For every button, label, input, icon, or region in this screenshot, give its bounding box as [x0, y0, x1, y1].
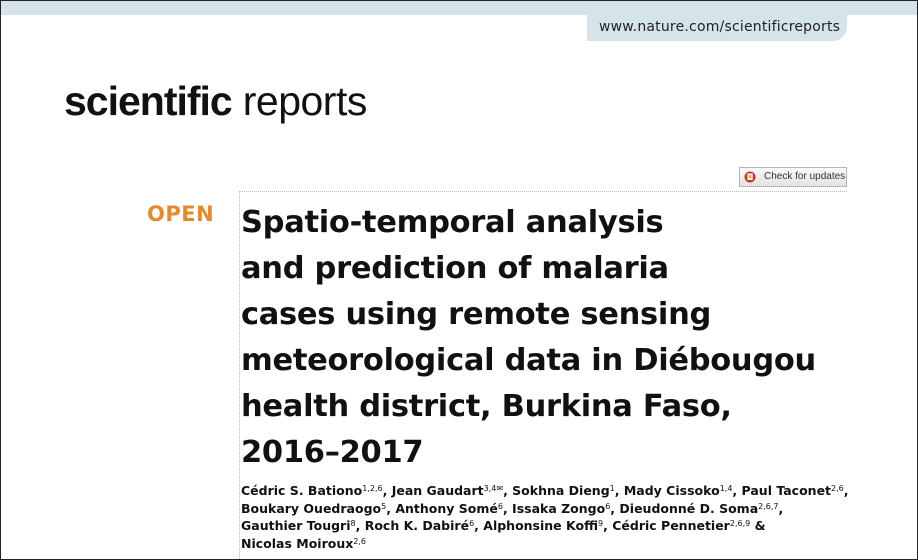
author-name[interactable]: Jean Gaudart — [392, 483, 484, 498]
author-line: Boukary Ouedraogo5, Anthony Somé6, Issak… — [241, 500, 881, 518]
author-separator: , — [503, 501, 512, 516]
journal-logo[interactable]: scientific reports — [64, 77, 367, 125]
author-affiliation: 3,4✉ — [484, 484, 503, 493]
crossmark-icon — [744, 171, 756, 183]
author-name[interactable]: Dieudonné D. Soma — [619, 501, 758, 516]
author-name[interactable]: Roch K. Dabiré — [365, 518, 469, 533]
author-separator: , — [383, 483, 392, 498]
author-name[interactable]: Nicolas Moiroux — [241, 536, 353, 551]
check-for-updates-label: Check for updates — [764, 171, 845, 182]
title-line: and prediction of malaria — [241, 246, 861, 292]
author-separator: , — [732, 483, 741, 498]
journal-url-link[interactable]: www.nature.com/scientificreports — [599, 19, 840, 35]
author-affiliation: 2,6,9 — [730, 519, 750, 528]
author-line: Gauthier Tougri8, Roch K. Dabiré6, Alpho… — [241, 517, 881, 535]
journal-name-light: reports — [243, 78, 367, 124]
title-line: Spatio-temporal analysis — [241, 200, 861, 246]
article-title: Spatio-temporal analysis and prediction … — [241, 200, 861, 476]
author-affiliation: 2,6 — [353, 537, 366, 546]
author-separator: , — [603, 518, 612, 533]
author-affiliation: 2,6,7 — [758, 502, 778, 511]
author-separator: , — [779, 501, 784, 516]
author-affiliation: 2,6 — [831, 484, 844, 493]
author-name[interactable]: Gauthier Tougri — [241, 518, 351, 533]
open-access-label: OPEN — [147, 202, 214, 226]
divider-vertical — [239, 191, 240, 560]
title-line: health district, Burkina Faso, — [241, 384, 861, 430]
author-name[interactable]: Sokhna Dieng — [512, 483, 609, 498]
author-separator: , — [615, 483, 624, 498]
title-line: 2016–2017 — [241, 430, 861, 476]
author-separator: , — [503, 483, 512, 498]
author-name[interactable]: Alphonsine Koffi — [483, 518, 598, 533]
author-name[interactable]: Cédric S. Bationo — [241, 483, 362, 498]
title-line: cases using remote sensing — [241, 292, 861, 338]
divider-horizontal — [239, 191, 847, 192]
author-list: Cédric S. Bationo1,2,6, Jean Gaudart3,4✉… — [241, 482, 881, 552]
author-name[interactable]: Cédric Pennetier — [612, 518, 730, 533]
author-separator: , — [386, 501, 395, 516]
author-name[interactable]: Issaka Zongo — [512, 501, 605, 516]
author-name[interactable]: Mady Cissoko — [624, 483, 720, 498]
author-name[interactable]: Boukary Ouedraogo — [241, 501, 381, 516]
journal-name-bold: scientific — [64, 78, 232, 124]
author-line: Cédric S. Bationo1,2,6, Jean Gaudart3,4✉… — [241, 482, 881, 500]
author-line: Nicolas Moiroux2,6 — [241, 535, 881, 553]
author-name[interactable]: Anthony Somé — [395, 501, 498, 516]
title-line: meteorological data in Diébougou — [241, 338, 861, 384]
author-separator: , — [474, 518, 483, 533]
check-for-updates-button[interactable]: Check for updates — [739, 167, 847, 187]
author-separator: , — [844, 483, 849, 498]
author-separator: & — [750, 518, 765, 533]
author-affiliation: 1,4 — [720, 484, 733, 493]
author-separator: , — [356, 518, 365, 533]
author-affiliation: 1,2,6 — [362, 484, 382, 493]
author-name[interactable]: Paul Taconet — [742, 483, 832, 498]
